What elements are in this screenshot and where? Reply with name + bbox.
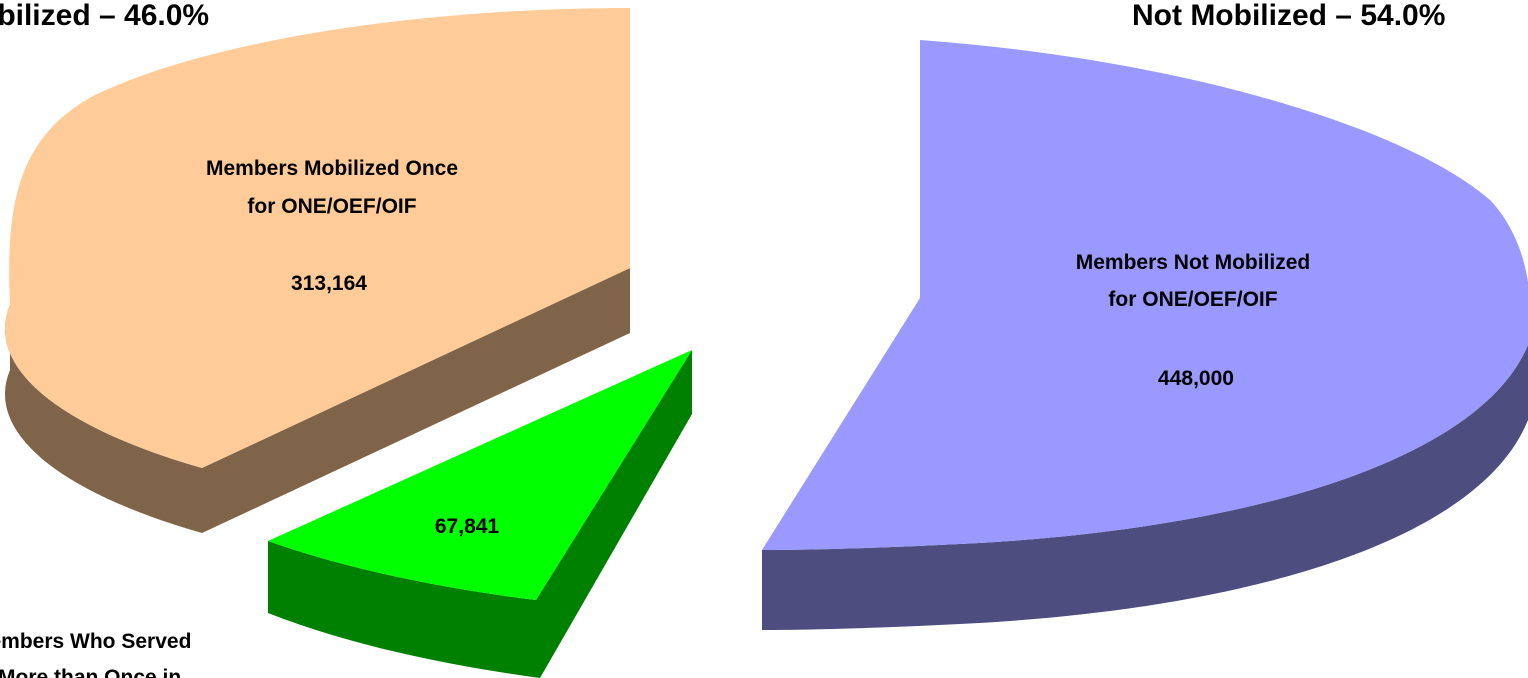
slice-served-more-than-once-label-line-2: More than Once in — [0, 666, 181, 678]
slice-not-mobilized-label-line-2: for ONE/OEF/OIF — [1108, 288, 1277, 311]
slice-served-more-than-once-top — [268, 350, 692, 600]
slice-served-more-than-once — [268, 350, 692, 678]
slice-not-mobilized — [762, 40, 1528, 630]
slice-mobilized-once-label-line-1: Members Mobilized Once — [206, 157, 458, 180]
slice-mobilized-once-top — [4, 8, 631, 468]
slice-mobilized-once — [4, 8, 631, 533]
slice-not-mobilized-side — [762, 345, 1528, 630]
slice-not-mobilized-label-line-1: Members Not Mobilized — [1076, 251, 1311, 274]
slice-not-mobilized-top — [762, 40, 1528, 550]
slice-mobilized-once-side — [4, 268, 630, 533]
slice-served-more-than-once-label-line-1: Members Who Served — [0, 630, 191, 653]
group-label-not-mobilized: Not Mobilized – 54.0% — [1132, 0, 1445, 32]
group-label-mobilized: Mobilized – 46.0% — [0, 0, 209, 32]
slice-mobilized-once-value: 313,164 — [291, 272, 367, 295]
slice-mobilized-once-label-line-2: for ONE/OEF/OIF — [247, 195, 416, 218]
slice-served-more-than-once-value: 67,841 — [435, 515, 500, 538]
slice-served-more-than-once-side — [268, 350, 692, 678]
slice-not-mobilized-value: 448,000 — [1158, 367, 1234, 390]
